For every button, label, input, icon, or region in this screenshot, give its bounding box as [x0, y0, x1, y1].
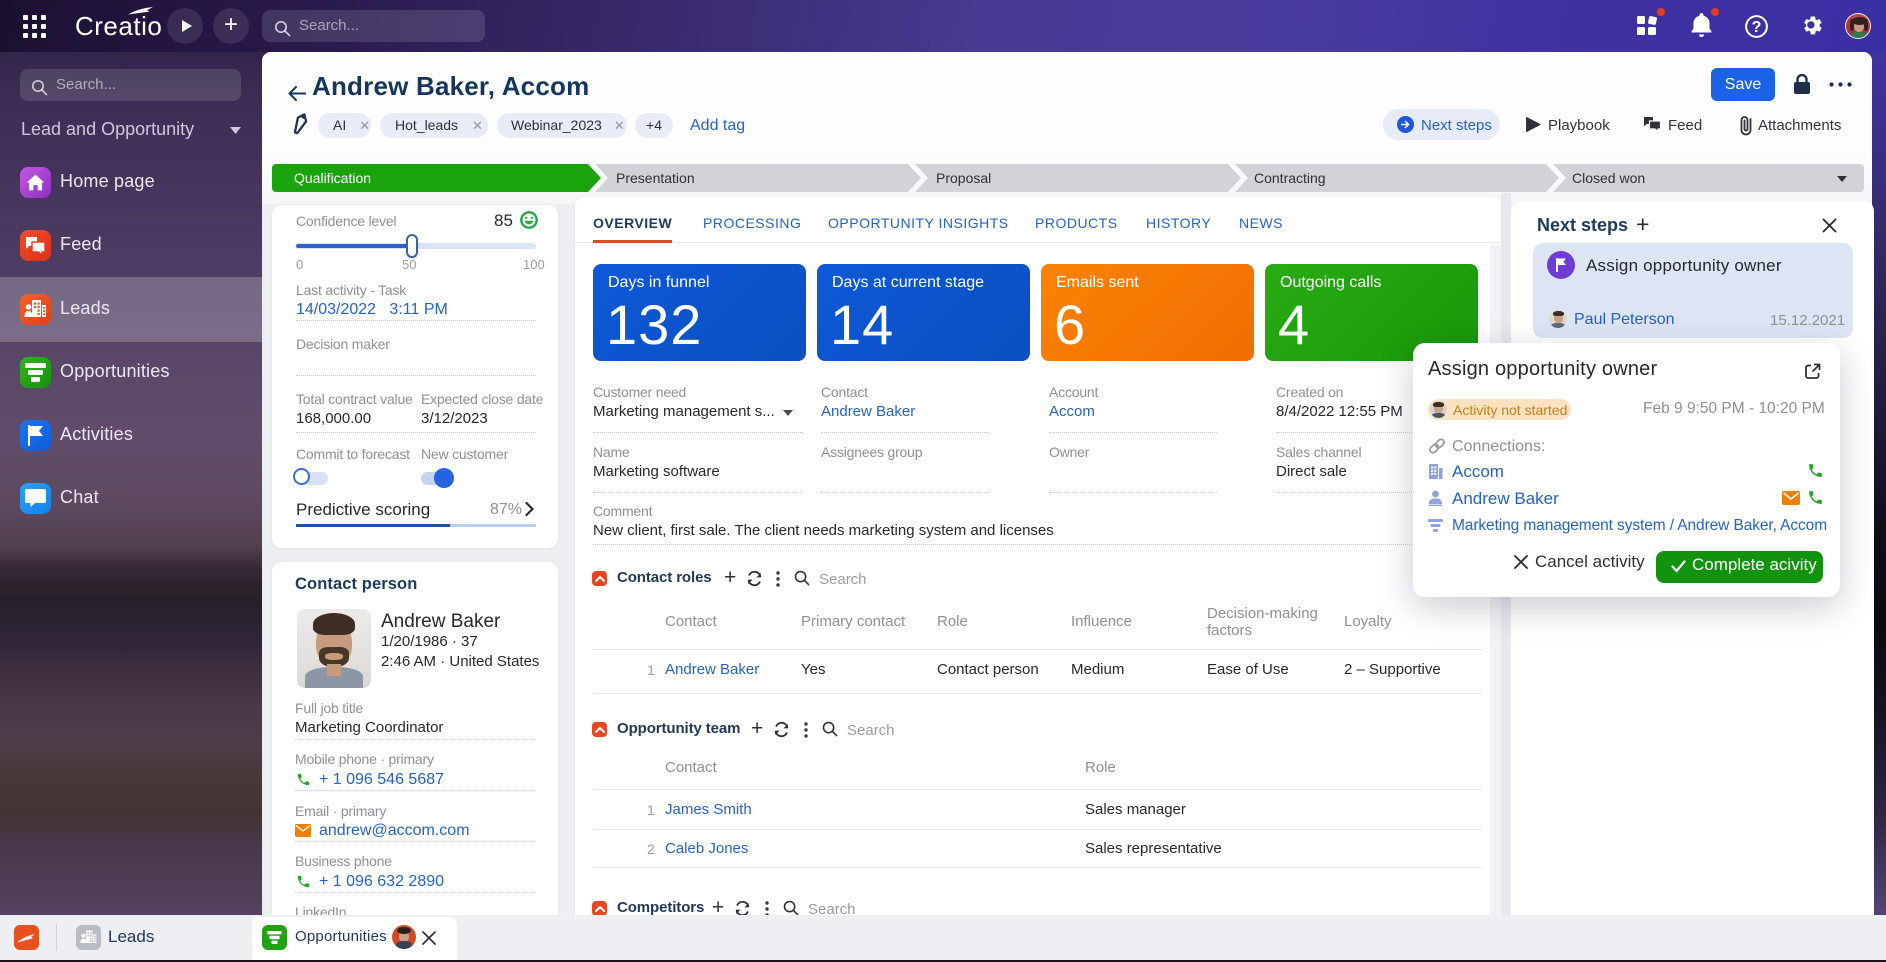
svg-text:Proposal: Proposal — [936, 170, 991, 186]
svg-text:Closed won: Closed won — [1572, 170, 1645, 186]
svg-text:?: ? — [1752, 19, 1762, 36]
svg-text:Presentation: Presentation — [616, 170, 695, 186]
svg-text:Contracting: Contracting — [1254, 170, 1326, 186]
svg-text:Qualification: Qualification — [294, 170, 371, 186]
